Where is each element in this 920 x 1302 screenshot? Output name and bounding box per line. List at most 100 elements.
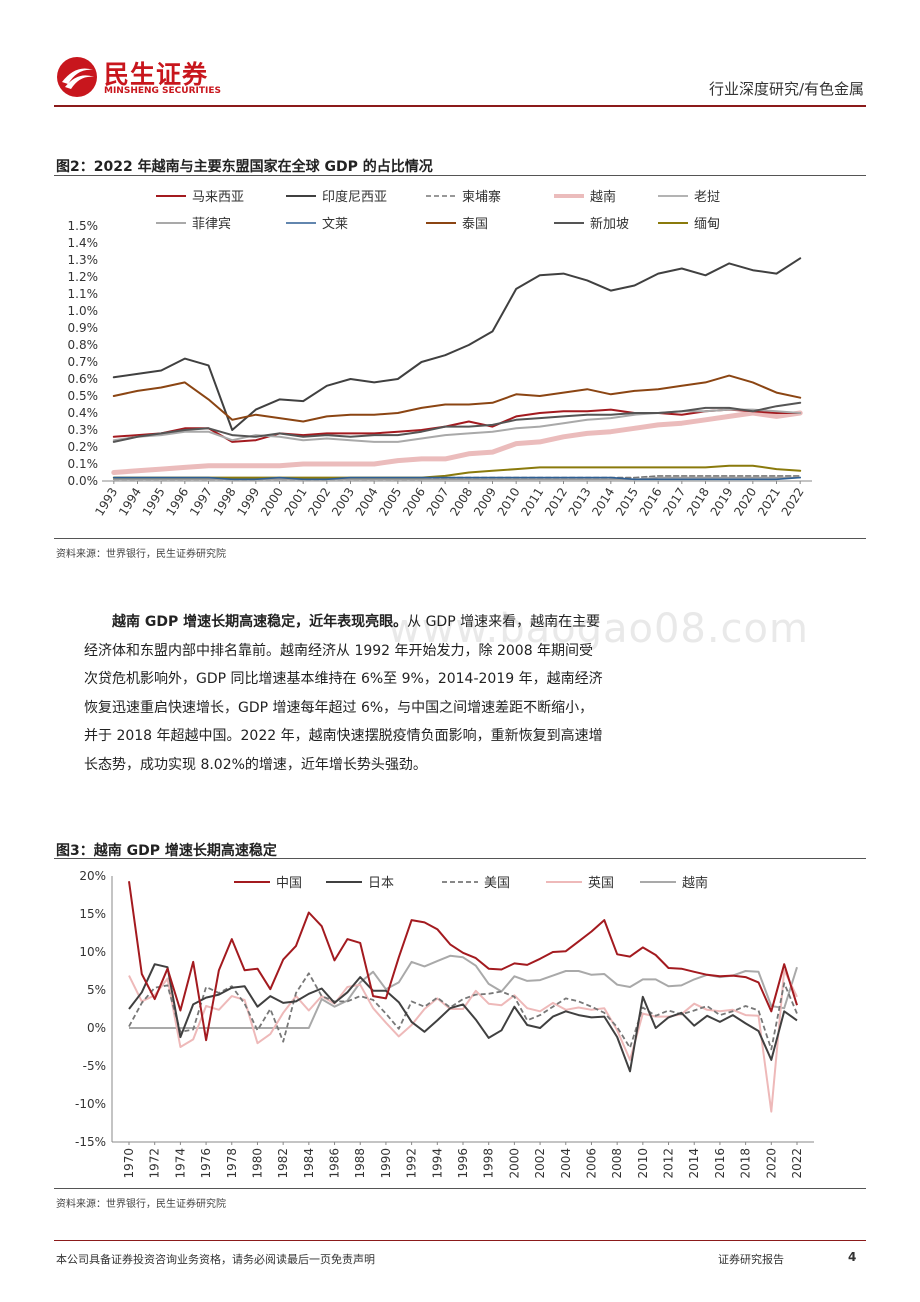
x-tick-label: 2015 <box>613 485 641 518</box>
x-tick-label: 1994 <box>430 1148 444 1179</box>
x-tick-label: 2012 <box>542 485 570 518</box>
x-tick-label: 1998 <box>482 1148 496 1179</box>
x-tick-label: 1976 <box>199 1148 213 1179</box>
x-tick-label: 1974 <box>173 1148 187 1179</box>
x-tick-label: 1980 <box>250 1148 264 1179</box>
y-tick-label: 1.1% <box>68 287 99 301</box>
x-tick-label: 2008 <box>447 485 475 518</box>
x-tick-label: 2006 <box>584 1148 598 1179</box>
series-line-2 <box>128 972 798 1051</box>
x-tick-label: 2019 <box>708 485 736 518</box>
x-tick-label: 2021 <box>755 485 783 518</box>
x-tick-label: 2011 <box>518 485 546 518</box>
x-tick-label: 1992 <box>405 1148 419 1179</box>
legend-label-4: 越南 <box>682 875 708 891</box>
x-tick-label: 2006 <box>400 485 428 518</box>
x-tick-label: 2002 <box>305 485 333 518</box>
x-tick-label: 2001 <box>282 485 310 518</box>
x-tick-label: 1997 <box>187 485 215 518</box>
x-tick-label: 2004 <box>559 1148 573 1179</box>
legend-label-9: 缅甸 <box>694 217 720 232</box>
legend-label-0: 马来西亚 <box>192 190 244 205</box>
figure3-title: 图3：越南 GDP 增速长期高速稳定 <box>56 843 277 859</box>
figure2-top-rule <box>54 175 866 176</box>
minsheng-logo-icon <box>57 57 97 97</box>
x-tick-label: 2009 <box>471 485 499 518</box>
footer-disclaimer: 本公司具备证券投资咨询业务资格，请务必阅读最后一页免责声明 <box>56 1253 375 1266</box>
legend-label-3: 越南 <box>590 189 616 205</box>
y-tick-label: 5% <box>87 983 106 997</box>
x-tick-label: 2004 <box>353 485 381 518</box>
y-tick-label: 0.7% <box>68 355 99 369</box>
x-tick-label: 1990 <box>379 1148 393 1179</box>
y-tick-label: 0.0% <box>68 474 99 488</box>
y-tick-label: -10% <box>75 1097 106 1111</box>
figure3-top-rule <box>54 858 866 859</box>
legend-label-6: 文莱 <box>322 217 348 232</box>
footer-rule <box>54 1240 866 1241</box>
series-line-3 <box>111 410 803 475</box>
series-line-1 <box>128 963 798 1073</box>
x-tick-label: 2014 <box>589 485 617 518</box>
x-tick-label: 1993 <box>92 485 120 518</box>
figure3-chart: 中国 日本 美国 英国 越南 20% 15% 10% 5% 0% -5% -10% -15% 1970 19… <box>75 869 814 1179</box>
x-tick-label: 2014 <box>687 1148 701 1179</box>
y-tick-label: 0.8% <box>68 338 99 352</box>
figure3-bottom-rule <box>54 1188 866 1189</box>
series-line-6 <box>112 476 802 481</box>
y-tick-label: 1.3% <box>68 253 99 267</box>
legend-label-1: 印度尼西亚 <box>322 189 387 205</box>
y-tick-label: 10% <box>79 945 106 959</box>
x-tick-label: 2010 <box>495 485 523 518</box>
brand-name-en: MINSHENG SECURITIES <box>104 86 221 96</box>
paragraph-lead: 越南 GDP 增速长期高速稳定，近年表现亮眼。 <box>112 614 408 630</box>
x-tick-label: 2020 <box>731 485 759 518</box>
x-tick-label: 2010 <box>636 1148 650 1179</box>
x-tick-label: 1998 <box>211 485 239 518</box>
x-tick-label: 2013 <box>566 485 594 518</box>
figure3-source: 资料来源：世界银行，民生证券研究院 <box>56 1199 226 1210</box>
x-tick-label: 2007 <box>424 485 452 518</box>
series-line-1 <box>112 257 802 431</box>
x-tick-label: 1999 <box>234 485 262 518</box>
x-tick-label: 2020 <box>764 1148 778 1179</box>
x-tick-label: 1996 <box>163 485 191 518</box>
x-tick-label: 2002 <box>533 1148 547 1179</box>
brand-name-cn: 民生证券 <box>104 60 209 89</box>
paragraph-body: 从 GDP 增速来看，越南在主要经济体和东盟内部中排名靠前。越南经济从 1992… <box>84 614 603 773</box>
legend-label-5: 菲律宾 <box>192 216 231 232</box>
legend-label-8: 新加坡 <box>590 216 629 232</box>
legend-label-2: 美国 <box>484 876 510 891</box>
y-tick-label: 20% <box>79 869 106 883</box>
figure2-bottom-rule <box>54 538 866 539</box>
figure2-title: 图2：2022 年越南与主要东盟国家在全球 GDP 的占比情况 <box>56 159 433 175</box>
x-tick-label: 2022 <box>790 1148 804 1179</box>
x-tick-label: 1995 <box>140 485 168 518</box>
series-line-3 <box>128 969 798 1113</box>
x-tick-label: 2003 <box>329 485 357 518</box>
x-tick-label: 2017 <box>660 485 688 518</box>
y-tick-label: 0.6% <box>68 372 99 386</box>
y-tick-label: 0.5% <box>68 389 99 403</box>
x-tick-label: 1978 <box>225 1148 239 1179</box>
x-tick-label: 1984 <box>302 1148 316 1179</box>
x-tick-label: 2016 <box>637 485 665 518</box>
x-tick-label: 1996 <box>456 1148 470 1179</box>
watermark: www.baogao08.com <box>388 606 809 652</box>
x-tick-label: 1972 <box>148 1148 162 1179</box>
y-tick-label: 0.1% <box>68 457 99 471</box>
x-tick-label: 2000 <box>258 485 286 518</box>
x-tick-label: 2008 <box>610 1148 624 1179</box>
y-tick-label: 1.2% <box>68 270 99 284</box>
y-tick-label: 0.9% <box>68 321 99 335</box>
legend-label-0: 中国 <box>276 876 302 891</box>
y-tick-label: 1.0% <box>68 304 99 318</box>
x-tick-label: 2005 <box>376 485 404 518</box>
footer-report-type: 证券研究报告 <box>718 1253 784 1266</box>
legend-label-4: 老挝 <box>694 190 720 205</box>
body-paragraph: 越南 GDP 增速长期高速稳定，近年表现亮眼。从 GDP 增速来看，越南在主要经… <box>84 608 604 779</box>
x-tick-label: 1988 <box>353 1148 367 1179</box>
x-tick-label: 1982 <box>276 1148 290 1179</box>
y-tick-label: -15% <box>75 1135 106 1149</box>
x-tick-label: 2018 <box>739 1148 753 1179</box>
